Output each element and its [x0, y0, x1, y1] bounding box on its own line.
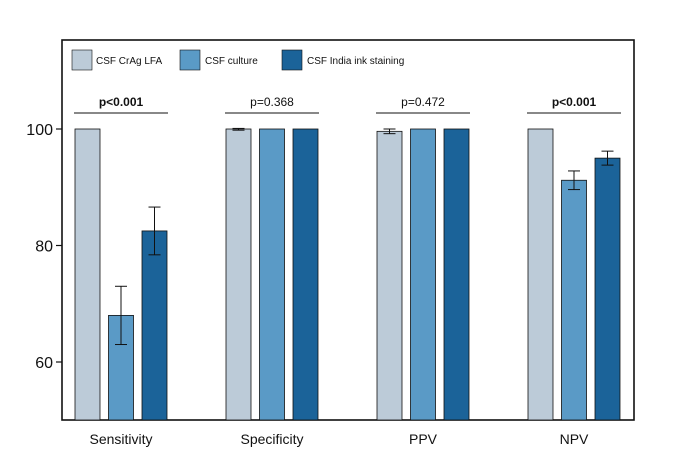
p-value-label-1: p=0.368 — [250, 95, 294, 109]
legend-swatch-0 — [71, 49, 93, 71]
bar-npv-series-2 — [594, 157, 621, 421]
error-bar-specificity-series-0 — [232, 127, 245, 131]
bar-npv-series-1 — [561, 179, 587, 421]
bar-sensitivity-series-2 — [141, 230, 168, 421]
bar-specificity-series-0 — [225, 128, 252, 421]
p-value-label-2: p=0.472 — [401, 95, 445, 109]
p-value-annotations: p<0.001 p=0.368 p=0.472 p<0.001 — [74, 95, 621, 114]
x-tick-label-3: NPV — [560, 431, 589, 447]
error-bar-npv-series-1 — [568, 170, 580, 191]
error-bar-ppv-series-0 — [383, 128, 396, 135]
legend: CSF CrAg LFA CSF culture CSF India ink s… — [71, 49, 404, 71]
x-tick-label-1: Specificity — [240, 431, 303, 447]
legend-swatch-1 — [179, 49, 201, 71]
plot-frame — [61, 39, 635, 421]
p-value-label-3: p<0.001 — [552, 95, 597, 109]
bar-ppv-series-2 — [443, 128, 470, 421]
bar-ppv-series-1 — [410, 128, 436, 421]
bar-sensitivity-series-0 — [74, 128, 101, 421]
bar-npv-series-0 — [527, 128, 554, 421]
bar-ppv-series-0 — [376, 130, 403, 421]
y-tick-label-0: 100 — [26, 122, 53, 139]
y-tick-label-1: 80 — [35, 239, 53, 256]
y-tick-label-2: 60 — [35, 355, 53, 372]
bars — [74, 128, 621, 421]
error-bar-sensitivity-series-2 — [148, 206, 161, 256]
bar-specificity-series-2 — [292, 128, 319, 421]
x-tick-label-2: PPV — [409, 431, 438, 447]
legend-label-2: CSF India ink staining — [307, 56, 404, 67]
legend-swatch-2 — [281, 49, 303, 71]
error-bar-npv-series-2 — [601, 150, 614, 166]
p-value-label-0: p<0.001 — [99, 95, 144, 109]
x-axis: Sensitivity Specificity PPV NPV — [89, 431, 589, 447]
x-tick-label-0: Sensitivity — [89, 431, 152, 447]
error-bars — [115, 127, 614, 346]
y-axis: 100 80 60 — [26, 122, 62, 372]
bar-specificity-series-1 — [259, 128, 285, 421]
legend-label-0: CSF CrAg LFA — [96, 56, 162, 67]
legend-label-1: CSF culture — [205, 56, 258, 67]
error-bar-sensitivity-series-1 — [115, 285, 127, 346]
